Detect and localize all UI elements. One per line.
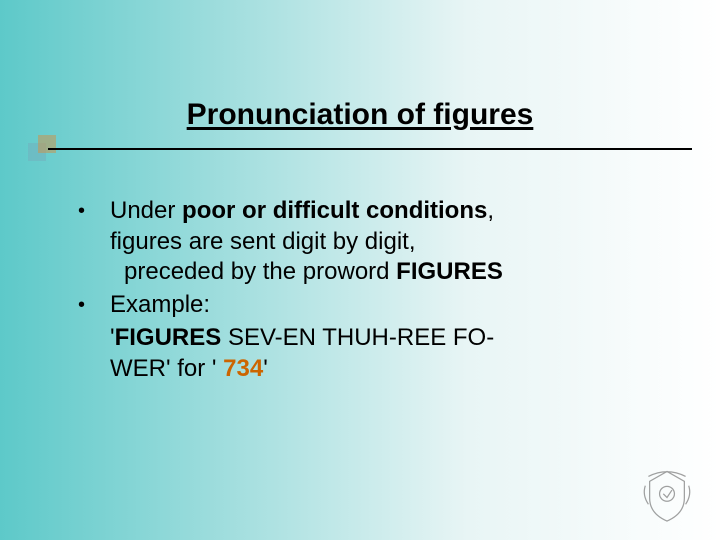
text-line: preceded by the proword FIGURES <box>110 257 660 288</box>
slide: Pronunciation of figures • Under poor or… <box>0 0 720 540</box>
bullet-item: • Under poor or difficult conditions, fi… <box>78 196 660 288</box>
text-run: , <box>487 197 494 224</box>
bullet-text: Example: <box>110 290 660 321</box>
title-underline <box>48 148 692 150</box>
text-run: WER' for ' <box>110 355 223 382</box>
crest-emblem-icon <box>636 464 698 526</box>
text-line: figures are sent digit by digit, <box>110 227 660 258</box>
bullet-item: • Example: <box>78 290 660 321</box>
text-run-bold-accent: 734 <box>223 355 263 382</box>
slide-title: Pronunciation of figures <box>0 98 720 132</box>
bullet-text: Under poor or difficult conditions, figu… <box>110 196 660 288</box>
text-run: preceded by the proword <box>124 258 396 285</box>
bullet-dot-icon: • <box>78 196 110 226</box>
text-line: 'FIGURES SEV-EN THUH-REE FO- <box>78 323 660 354</box>
text-line: Example: <box>110 290 660 321</box>
text-run: ' <box>263 355 268 382</box>
text-run-bold: poor or difficult conditions <box>182 197 487 224</box>
text-run-bold: FIGURES <box>115 324 222 351</box>
text-run: Under <box>110 197 182 224</box>
bullet-dot-icon: • <box>78 290 110 320</box>
text-run: SEV-EN THUH-REE FO- <box>221 324 494 351</box>
title-area: Pronunciation of figures <box>0 98 720 132</box>
slide-body: • Under poor or difficult conditions, fi… <box>78 196 660 384</box>
text-run-bold: FIGURES <box>396 258 503 285</box>
text-line: WER' for ' 734' <box>78 354 660 385</box>
